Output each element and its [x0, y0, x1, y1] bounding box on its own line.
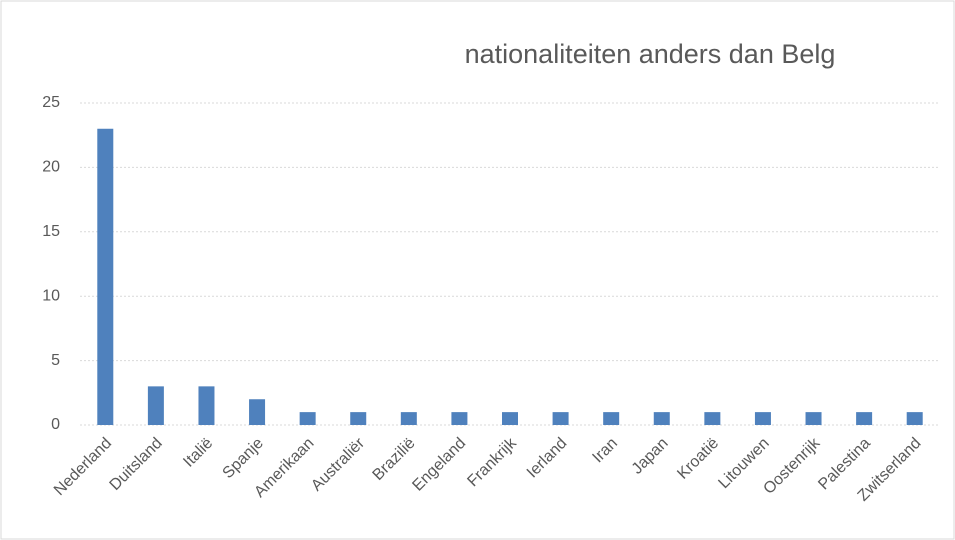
bar: [97, 128, 114, 425]
bar: [350, 412, 367, 425]
bar: [451, 412, 468, 425]
bar: [198, 386, 215, 425]
bar: [603, 412, 620, 425]
y-tick-label: 0: [51, 416, 60, 433]
y-tick-label: 15: [42, 223, 60, 240]
bar: [754, 412, 771, 425]
bar: [805, 412, 822, 425]
bar: [653, 412, 670, 425]
y-tick-label: 25: [42, 94, 60, 111]
bar: [147, 386, 164, 425]
y-tick-label: 10: [42, 287, 60, 304]
bar: [906, 412, 923, 425]
bar: [249, 399, 266, 425]
bar: [704, 412, 721, 425]
y-tick-label: 5: [51, 352, 60, 369]
bar: [400, 412, 417, 425]
bar: [552, 412, 569, 425]
bar: [502, 412, 518, 425]
chart-title: nationaliteiten anders dan Belg: [465, 39, 836, 69]
y-tick-label: 20: [42, 159, 60, 176]
bar: [299, 412, 316, 425]
bar: [856, 412, 873, 425]
